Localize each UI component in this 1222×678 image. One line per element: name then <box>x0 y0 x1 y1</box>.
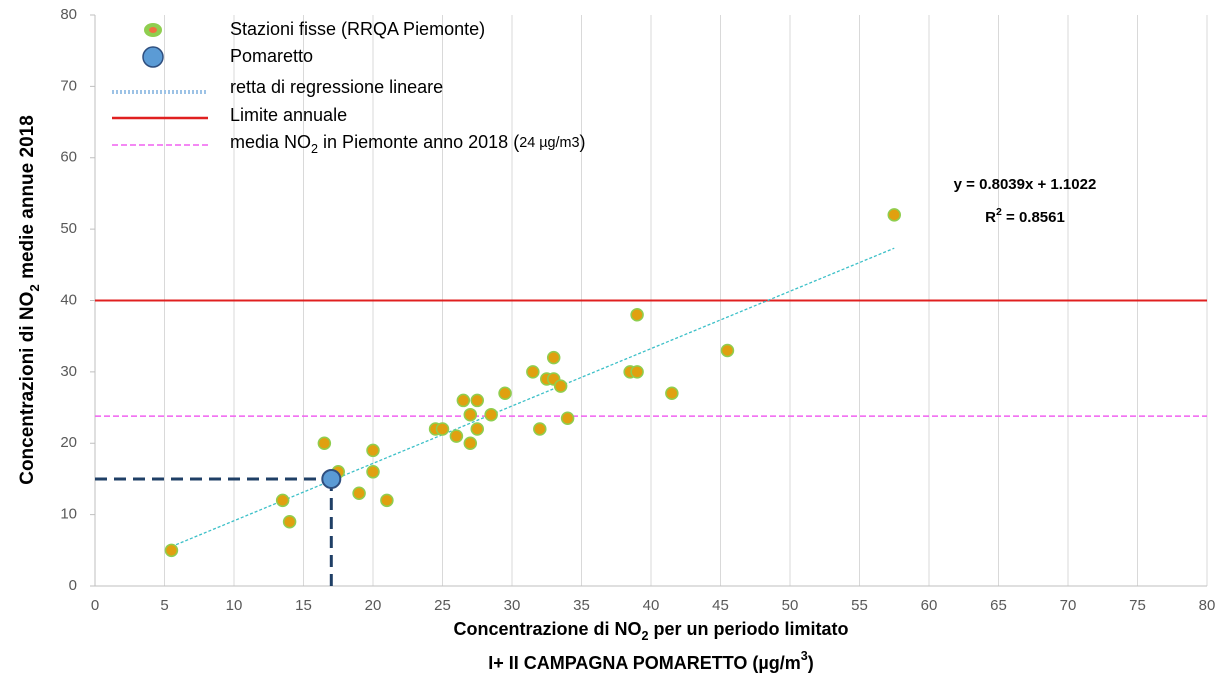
point <box>630 308 644 322</box>
x-axis-title-part: I+ II CAMPAGNA POMARETTO (µg/m <box>488 653 801 673</box>
x-tick-label: 5 <box>160 597 168 614</box>
x-tick-label: 55 <box>851 597 868 614</box>
y-axis-title-part: 2 <box>27 284 42 291</box>
x-tick-label: 35 <box>573 597 590 614</box>
point <box>665 386 679 401</box>
trendline-r2-part: = 0.8561 <box>1002 209 1065 226</box>
legend-label: media NO2 in Piemonte anno 2018 (24 µg/m… <box>230 132 585 157</box>
point <box>498 386 512 401</box>
point <box>463 407 478 422</box>
point <box>526 365 540 379</box>
legend-marker <box>149 27 157 33</box>
y-tick-label: 50 <box>60 220 77 237</box>
point <box>366 465 380 479</box>
point <box>484 407 498 422</box>
legend-label: Limite annuale <box>230 105 347 125</box>
point <box>449 429 464 443</box>
x-axis-title-part: 3 <box>801 649 808 663</box>
x-tick-label: 10 <box>226 597 243 614</box>
point <box>321 468 342 489</box>
x-tick-label: 0 <box>91 597 99 614</box>
trendline-r2: R2 = 0.8561 <box>985 206 1065 226</box>
point <box>560 411 575 426</box>
trendline <box>171 247 895 548</box>
x-axis-title-part: ) <box>808 653 814 673</box>
point <box>282 515 297 529</box>
legend-label-part: media NO <box>230 132 311 152</box>
point <box>463 436 478 450</box>
y-tick-label: 40 <box>60 291 77 308</box>
y-axis-title-part: Concentrazioni di NO <box>17 292 38 485</box>
point <box>546 350 561 365</box>
legend-label-part: in Piemonte anno 2018 ( <box>318 132 519 152</box>
x-tick-label: 25 <box>434 597 451 614</box>
point <box>380 493 394 508</box>
point <box>533 422 547 436</box>
y-axis-title: Concentrazioni di NO2 medie annue 2018 <box>17 115 42 485</box>
x-axis-title-part: per un periodo limitato <box>649 619 849 639</box>
x-tick-label: 40 <box>643 597 660 614</box>
y-tick-label: 60 <box>60 149 77 166</box>
legend-label: retta di regressione lineare <box>230 77 443 97</box>
legend-label-part: 2 <box>311 142 318 156</box>
y-tick-label: 10 <box>60 506 77 523</box>
point <box>470 422 484 436</box>
point <box>553 379 568 393</box>
x-axis-title-part: Concentrazione di NO <box>453 619 641 639</box>
point <box>275 493 290 508</box>
x-tick-label: 30 <box>504 597 521 614</box>
trendline-r2-part: R <box>985 209 996 226</box>
x-tick-label: 60 <box>921 597 938 614</box>
point <box>456 393 471 408</box>
y-tick-label: 80 <box>60 6 77 23</box>
x-axis-title: I+ II CAMPAGNA POMARETTO (µg/m3) <box>488 649 814 672</box>
x-axis-title: Concentrazione di NO2 per un periodo lim… <box>453 619 848 644</box>
x-tick-label: 80 <box>1199 597 1216 614</box>
point <box>352 486 366 500</box>
trendline-equation: y = 0.8039x + 1.1022 <box>954 176 1097 193</box>
x-tick-label: 20 <box>365 597 382 614</box>
point <box>720 343 735 358</box>
point <box>470 393 484 408</box>
y-tick-label: 0 <box>69 577 77 594</box>
y-tick-label: 30 <box>60 363 77 380</box>
legend-label: Stazioni fisse (RRQA Piemonte) <box>230 19 485 39</box>
legend-label-part: 24 µg/m3 <box>519 135 579 151</box>
y-tick-label: 20 <box>60 434 77 451</box>
y-tick-label: 70 <box>60 77 77 94</box>
legend-label-part: Limite annuale <box>230 105 347 125</box>
point <box>435 422 450 436</box>
x-tick-label: 15 <box>295 597 312 614</box>
x-tick-label: 65 <box>990 597 1007 614</box>
legend-marker <box>142 46 164 68</box>
legend-label-part: ) <box>579 132 585 152</box>
x-tick-label: 70 <box>1060 597 1077 614</box>
point <box>366 443 380 458</box>
point <box>317 436 332 450</box>
x-tick-label: 75 <box>1129 597 1146 614</box>
y-axis-title-part: medie annue 2018 <box>17 115 38 284</box>
x-tick-label: 45 <box>712 597 729 614</box>
trendline-r2-part: 2 <box>996 206 1002 218</box>
x-axis-title-part: 2 <box>641 629 648 643</box>
point <box>630 365 644 379</box>
point <box>887 208 901 222</box>
x-tick-label: 50 <box>782 597 799 614</box>
legend-label: Pomaretto <box>230 46 313 66</box>
point <box>164 543 179 558</box>
